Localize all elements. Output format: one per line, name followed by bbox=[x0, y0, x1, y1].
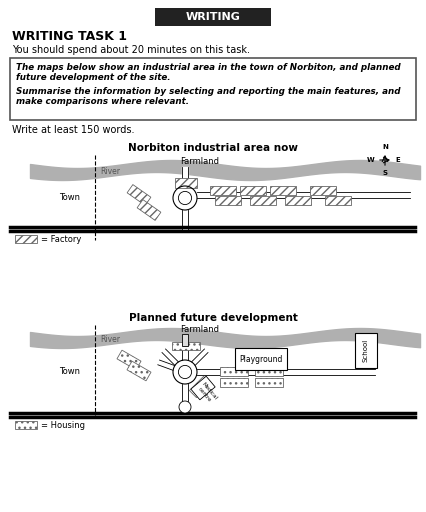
Text: Town: Town bbox=[60, 368, 81, 376]
Bar bbox=[255, 367, 283, 376]
Text: Farmland: Farmland bbox=[181, 326, 219, 334]
Bar bbox=[285, 196, 311, 205]
Text: future development of the site.: future development of the site. bbox=[16, 74, 171, 82]
Text: = Housing: = Housing bbox=[41, 420, 85, 430]
Bar bbox=[235, 348, 287, 370]
Bar bbox=[310, 186, 336, 195]
Text: Farmland: Farmland bbox=[181, 158, 219, 166]
Text: Summarise the information by selecting and reporting the main features, and: Summarise the information by selecting a… bbox=[16, 88, 400, 96]
Text: WRITING: WRITING bbox=[186, 12, 240, 22]
Text: E: E bbox=[395, 157, 400, 163]
Bar bbox=[250, 196, 276, 205]
Text: make comparisons where relevant.: make comparisons where relevant. bbox=[16, 97, 189, 106]
Bar bbox=[127, 361, 151, 381]
Polygon shape bbox=[192, 349, 208, 365]
Text: Town: Town bbox=[60, 194, 81, 203]
Text: N: N bbox=[382, 144, 388, 150]
FancyBboxPatch shape bbox=[10, 58, 416, 120]
Text: You should spend about 20 minutes on this task.: You should spend about 20 minutes on thi… bbox=[12, 45, 250, 55]
Text: S: S bbox=[383, 170, 388, 176]
Bar bbox=[127, 185, 151, 205]
Circle shape bbox=[178, 191, 192, 205]
Bar bbox=[191, 376, 215, 400]
Text: = Factory: = Factory bbox=[41, 234, 81, 244]
Bar bbox=[190, 376, 210, 398]
Bar bbox=[210, 186, 236, 195]
Text: Write at least 150 words.: Write at least 150 words. bbox=[12, 125, 135, 135]
Bar bbox=[182, 334, 188, 346]
Text: River: River bbox=[100, 334, 120, 344]
Bar bbox=[270, 186, 296, 195]
Text: W: W bbox=[367, 157, 375, 163]
Bar bbox=[15, 421, 37, 429]
Bar bbox=[220, 367, 248, 376]
Bar bbox=[172, 342, 200, 350]
Text: Norbiton industrial area now: Norbiton industrial area now bbox=[128, 143, 298, 153]
Circle shape bbox=[179, 401, 191, 413]
Bar bbox=[220, 378, 248, 387]
Circle shape bbox=[178, 366, 192, 378]
Bar bbox=[325, 196, 351, 205]
Text: River: River bbox=[100, 166, 120, 176]
Polygon shape bbox=[162, 349, 178, 365]
Bar bbox=[15, 235, 37, 243]
Text: Medical
centre: Medical centre bbox=[196, 381, 218, 404]
FancyBboxPatch shape bbox=[155, 8, 271, 26]
Bar bbox=[215, 196, 241, 205]
Text: The maps below show an industrial area in the town of Norbiton, and planned: The maps below show an industrial area i… bbox=[16, 63, 400, 73]
Text: WRITING TASK 1: WRITING TASK 1 bbox=[12, 30, 127, 42]
Bar bbox=[255, 378, 283, 387]
Polygon shape bbox=[158, 360, 175, 370]
Text: School: School bbox=[363, 338, 369, 361]
Bar bbox=[117, 350, 141, 370]
Bar bbox=[137, 200, 161, 220]
Bar bbox=[355, 333, 377, 368]
Text: Planned future development: Planned future development bbox=[129, 313, 297, 323]
Text: Playground: Playground bbox=[239, 354, 283, 364]
Bar bbox=[175, 178, 197, 188]
Bar bbox=[240, 186, 266, 195]
